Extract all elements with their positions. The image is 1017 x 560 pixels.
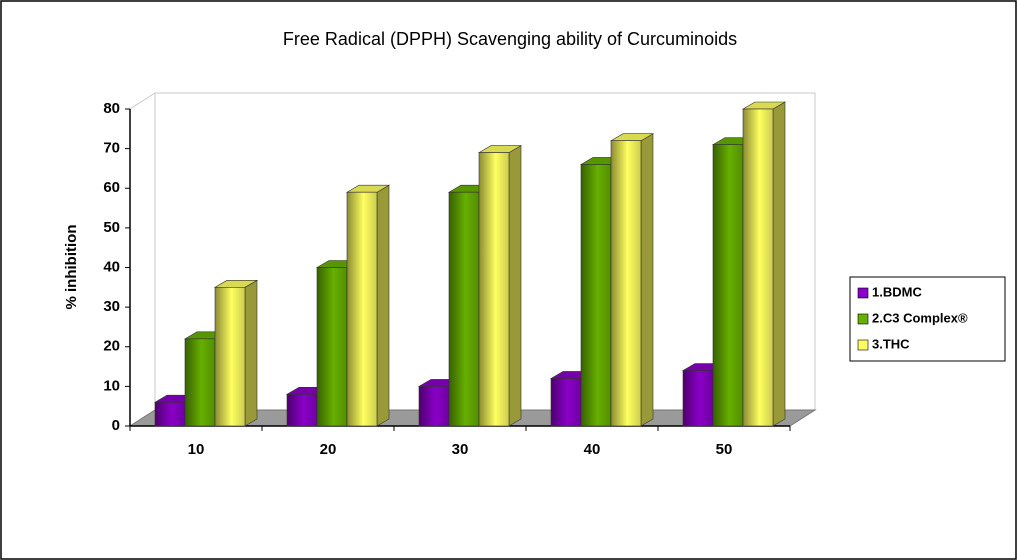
legend-swatch (857, 313, 869, 325)
bar-front (286, 393, 318, 427)
y-tick-label: 80 (103, 100, 120, 117)
bar-front (550, 378, 582, 427)
bar-side (772, 101, 786, 427)
bar-front (742, 108, 774, 427)
legend-label: 3.THC (872, 336, 910, 351)
chart-title: Free Radical (DPPH) Scavenging ability o… (283, 29, 737, 49)
bar-front (184, 338, 216, 427)
bar-front (448, 191, 480, 427)
bar-front (418, 386, 450, 427)
bar-side (244, 279, 258, 427)
y-tick-label: 20 (103, 338, 120, 355)
legend-swatch (857, 287, 869, 299)
y-tick-label: 10 (103, 377, 120, 394)
x-tick-label: 10 (188, 441, 205, 458)
y-tick-label: 70 (103, 140, 120, 157)
bar (477, 145, 523, 427)
x-tick-label: 40 (584, 441, 601, 458)
legend-swatch (857, 339, 869, 351)
bar-front (610, 140, 642, 427)
y-tick-label: 50 (103, 219, 120, 236)
bar-side (376, 184, 390, 427)
bar-front (478, 152, 510, 427)
bar-front (346, 191, 378, 427)
legend-label: 1.BDMC (872, 284, 922, 299)
x-tick-label: 30 (452, 441, 469, 458)
y-tick-label: 0 (112, 417, 120, 434)
bar-side (508, 145, 522, 427)
legend-box (849, 276, 1006, 362)
bar-side (640, 133, 654, 427)
bar (213, 279, 259, 427)
x-tick-label: 20 (320, 441, 337, 458)
bar (741, 101, 787, 427)
bar (345, 184, 391, 427)
bar-front (682, 370, 714, 427)
bar-front (580, 164, 612, 427)
y-axis-label: % inhibition (63, 225, 80, 310)
y-tick-label: 40 (103, 258, 120, 275)
bar (609, 133, 655, 427)
y-tick-label: 30 (103, 298, 120, 315)
x-tick-label: 50 (716, 441, 733, 458)
legend-label: 2.C3 Complex® (872, 310, 968, 325)
bar-front (316, 267, 348, 427)
bar-front (712, 144, 744, 427)
wall-edge (129, 92, 156, 110)
bar-front (154, 401, 186, 427)
y-tick-label: 60 (103, 179, 120, 196)
bar-front (214, 287, 246, 427)
